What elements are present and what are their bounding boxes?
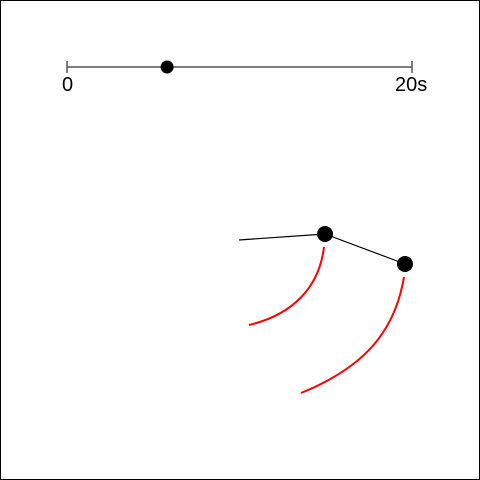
joint-2-trail [300,276,405,394]
pendulum-bob-2 [397,256,413,272]
pendulum-arm-2 [324,233,406,265]
time-slider-thumb[interactable] [160,60,174,74]
pendulum-arm-1 [238,233,326,241]
time-slider[interactable]: 0 20s [1,1,479,111]
joint-1-trail [248,246,325,326]
time-slider-start-label: 0 [62,74,74,96]
time-slider-end-label: 20s [395,74,428,96]
time-slider-track-area[interactable] [1,1,479,111]
pendulum-bob-1 [317,226,333,242]
